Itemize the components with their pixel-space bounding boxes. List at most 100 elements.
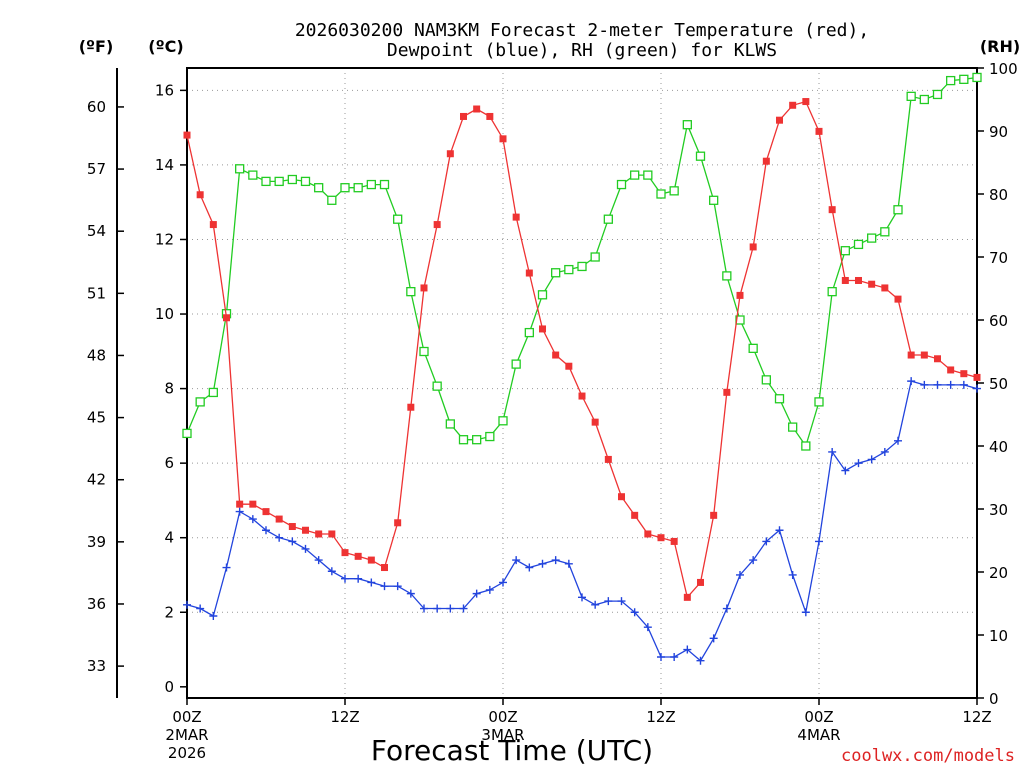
celsius-tick-label: 2 bbox=[164, 603, 174, 621]
rh-point bbox=[261, 176, 271, 187]
dewpoint-point bbox=[762, 537, 771, 546]
rh-point bbox=[393, 214, 403, 224]
temperature-point bbox=[578, 392, 586, 400]
rh-tick-label: 90 bbox=[989, 123, 1008, 141]
temperature-point bbox=[947, 366, 955, 374]
rh-point bbox=[485, 431, 495, 442]
dewpoint-point bbox=[959, 380, 968, 389]
rh-point bbox=[774, 394, 785, 404]
dewpoint-point bbox=[828, 447, 837, 456]
temperature-point bbox=[749, 243, 757, 251]
series-open-square bbox=[182, 72, 982, 451]
temperature-point bbox=[697, 578, 704, 586]
fahrenheit-tick-label: 42 bbox=[87, 471, 106, 489]
series-filled-square bbox=[183, 98, 981, 601]
temperature-point bbox=[302, 526, 309, 534]
rh-point bbox=[274, 176, 284, 187]
temperature-point bbox=[262, 508, 270, 516]
dewpoint-point bbox=[314, 556, 323, 565]
rh-point bbox=[656, 189, 666, 199]
celsius-unit-label: (ºC) bbox=[148, 37, 183, 56]
dewpoint-point bbox=[262, 526, 270, 535]
fahrenheit-tick-label: 60 bbox=[87, 98, 106, 116]
dewpoint-point bbox=[446, 604, 455, 613]
dewpoint-point bbox=[420, 604, 428, 613]
dewpoint-point bbox=[722, 604, 731, 613]
temperature-point bbox=[354, 552, 362, 560]
series-line bbox=[186, 380, 978, 662]
rh-point bbox=[458, 435, 469, 445]
dewpoint-point bbox=[920, 380, 929, 389]
dewpoint-point bbox=[196, 604, 205, 613]
rh-point bbox=[195, 397, 205, 407]
temperature-point bbox=[460, 112, 467, 120]
rh-point bbox=[616, 179, 627, 190]
rh-point bbox=[182, 428, 192, 439]
temperature-point bbox=[223, 314, 230, 322]
rh-point bbox=[327, 195, 337, 205]
temperature-point bbox=[394, 519, 402, 527]
dewpoint-point bbox=[749, 556, 758, 565]
dewpoint-point bbox=[696, 656, 705, 665]
rh-point bbox=[959, 74, 969, 84]
celsius-tick-label: 10 bbox=[155, 305, 174, 323]
dewpoint-point bbox=[946, 380, 955, 389]
dewpoint-point bbox=[815, 537, 823, 546]
fahrenheit-tick-label: 36 bbox=[87, 595, 106, 613]
rh-point bbox=[788, 422, 798, 432]
temperature-point bbox=[920, 351, 928, 359]
rh-point bbox=[511, 359, 521, 369]
rh-point bbox=[314, 183, 324, 193]
fahrenheit-tick-label: 51 bbox=[87, 284, 106, 302]
rh-point bbox=[524, 327, 534, 338]
temperature-point bbox=[670, 537, 678, 545]
dewpoint-point bbox=[683, 645, 692, 654]
dewpoint-point bbox=[564, 559, 573, 568]
rh-point bbox=[551, 268, 561, 278]
rh-point bbox=[748, 343, 758, 354]
rh-point bbox=[590, 252, 600, 262]
temperature-point bbox=[236, 500, 244, 508]
rh-point bbox=[353, 183, 363, 193]
dewpoint-point bbox=[472, 589, 481, 598]
time-year-label: 2026 bbox=[168, 744, 206, 762]
temperature-point bbox=[828, 206, 836, 214]
rh-point bbox=[445, 419, 455, 429]
rh-point bbox=[235, 164, 245, 174]
rh-point bbox=[946, 75, 956, 86]
time-tick-label: 12Z bbox=[646, 708, 675, 726]
series-line bbox=[186, 76, 978, 448]
grid-lines bbox=[187, 68, 977, 698]
temperature-point bbox=[565, 362, 573, 370]
dewpoint-point bbox=[617, 597, 626, 606]
dewpoint-point bbox=[604, 597, 613, 606]
dewpoint-point bbox=[788, 570, 797, 579]
temperature-point bbox=[552, 351, 560, 359]
dewpoint-point bbox=[841, 466, 850, 475]
dewpoint-point bbox=[406, 589, 415, 598]
x-axis-title: Forecast Time (UTC) bbox=[371, 734, 653, 767]
temperature-point bbox=[328, 530, 336, 538]
dewpoint-point bbox=[288, 537, 297, 546]
temperature-point bbox=[618, 493, 625, 501]
rh-tick-label: 10 bbox=[989, 627, 1008, 645]
dewpoint-point bbox=[894, 436, 902, 445]
rh-point bbox=[498, 416, 508, 426]
dewpoint-point bbox=[630, 608, 639, 617]
rh-point bbox=[695, 151, 706, 161]
rh-point bbox=[300, 176, 311, 187]
temperature-point bbox=[973, 373, 981, 381]
time-date-label: 3MAR bbox=[481, 726, 524, 744]
temperature-point bbox=[960, 370, 968, 378]
temperature-point bbox=[341, 549, 349, 557]
rh-point bbox=[603, 214, 613, 224]
temperature-point bbox=[881, 284, 889, 292]
dewpoint-point bbox=[907, 377, 916, 386]
dewpoint-point bbox=[867, 455, 876, 464]
rh-point bbox=[577, 261, 587, 272]
rh-point bbox=[880, 227, 890, 237]
celsius-tick-label: 0 bbox=[164, 678, 174, 696]
dewpoint-point bbox=[512, 556, 521, 565]
plot-frame bbox=[186, 67, 978, 699]
dewpoint-point bbox=[341, 574, 349, 583]
